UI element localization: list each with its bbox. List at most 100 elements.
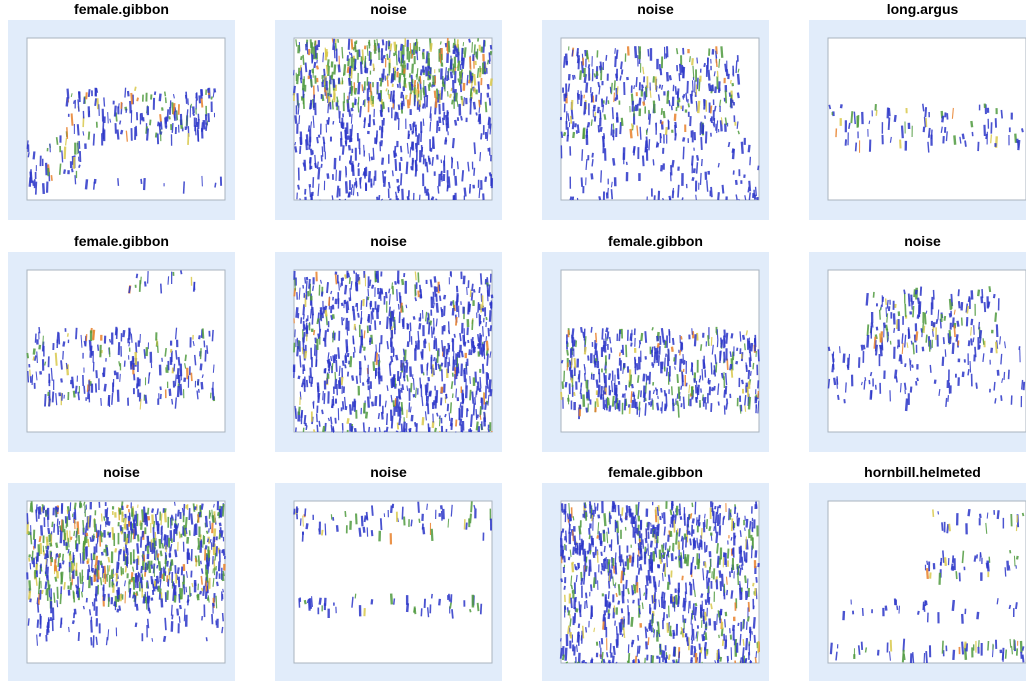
spectrogram-stroke: [164, 534, 165, 540]
spectrogram-stroke: [668, 550, 669, 556]
spectrogram-stroke: [711, 187, 712, 197]
spectrogram-stroke: [397, 68, 398, 71]
spectrogram-stroke: [923, 104, 924, 112]
spectrogram-stroke: [677, 401, 678, 406]
spectrogram-stroke: [490, 310, 491, 322]
spectrogram-stroke: [872, 323, 873, 328]
spectrogram-stroke: [370, 60, 371, 66]
spectrogram-stroke: [632, 585, 633, 595]
spectrogram-stroke: [666, 542, 667, 550]
spectrogram-stroke: [440, 296, 441, 301]
spectrogram-stroke: [157, 576, 158, 584]
spectrogram-stroke: [216, 571, 217, 579]
spectrogram-stroke: [175, 549, 176, 557]
spectrogram-stroke: [995, 312, 996, 321]
spectrogram-stroke: [210, 521, 211, 529]
spectrogram-stroke: [634, 85, 635, 89]
spectrogram-stroke: [450, 94, 451, 98]
spectrogram-stroke: [439, 285, 440, 292]
spectrogram-stroke: [616, 522, 617, 528]
spectrogram-stroke: [57, 553, 58, 557]
spectrogram-stroke: [561, 648, 562, 659]
spectrogram-stroke: [876, 110, 877, 116]
spectrogram-stroke: [141, 179, 142, 184]
spectrogram-stroke: [179, 532, 180, 539]
spectrogram-stroke: [749, 145, 750, 152]
spectrogram-stroke: [343, 361, 344, 366]
spectrogram-stroke: [750, 521, 751, 529]
spectrogram-stroke: [959, 301, 960, 308]
spectrogram-stroke: [386, 88, 387, 91]
spectrogram-stroke: [580, 545, 581, 554]
spectrogram-frame: [294, 501, 492, 663]
spectrogram-stroke: [309, 279, 310, 289]
spectrogram-stroke: [409, 429, 410, 432]
spectrogram-stroke: [995, 398, 996, 403]
spectrogram-stroke: [67, 97, 68, 106]
spectrogram-stroke: [342, 47, 343, 59]
spectrogram-stroke: [416, 341, 417, 349]
spectrogram-stroke: [69, 627, 70, 632]
spectrogram-stroke: [871, 390, 872, 399]
spectrogram-stroke: [120, 374, 121, 382]
spectrogram-stroke: [317, 66, 318, 70]
spectrogram-stroke: [34, 151, 35, 159]
spectrogram-stroke: [157, 521, 158, 534]
spectrogram-stroke: [366, 412, 367, 419]
spectrogram-stroke: [607, 652, 608, 657]
spectrogram-stroke: [29, 558, 30, 562]
spectrogram-stroke: [736, 60, 737, 73]
spectrogram-stroke: [40, 506, 41, 514]
spectrogram-stroke: [88, 569, 89, 580]
spectrogram-stroke: [664, 527, 665, 536]
spectrogram-stroke: [403, 349, 404, 356]
spectrogram-stroke: [474, 289, 475, 292]
spectrogram-stroke: [573, 516, 574, 520]
spectrogram-stroke: [672, 160, 673, 167]
spectrogram-stroke: [905, 335, 906, 348]
panel: noise: [275, 464, 502, 681]
spectrogram-stroke: [145, 563, 146, 572]
spectrogram-stroke: [659, 85, 660, 89]
spectrogram-stroke: [425, 96, 426, 108]
spectrogram-stroke: [45, 554, 46, 560]
spectrogram-stroke: [73, 620, 74, 623]
spectrogram-stroke: [167, 535, 168, 546]
spectrogram-stroke: [166, 545, 167, 552]
spectrogram-stroke: [625, 399, 626, 410]
spectrogram-stroke: [62, 150, 63, 162]
spectrogram-stroke: [186, 517, 187, 529]
spectrogram-stroke: [662, 328, 663, 335]
spectrogram-stroke: [137, 274, 138, 278]
spectrogram-stroke: [716, 532, 717, 543]
spectrogram-stroke: [738, 93, 739, 98]
spectrogram-stroke: [639, 402, 640, 411]
spectrogram-stroke: [631, 129, 632, 138]
spectrogram-stroke: [326, 51, 327, 56]
spectrogram-stroke: [474, 403, 475, 415]
spectrogram-stroke: [435, 286, 436, 296]
spectrogram-stroke: [78, 99, 79, 111]
spectrogram-stroke: [732, 369, 733, 377]
spectrogram-stroke: [351, 155, 352, 164]
spectrogram-stroke: [212, 330, 213, 341]
spectrogram-stroke: [107, 547, 108, 555]
spectrogram-stroke: [406, 95, 407, 99]
spectrogram-stroke: [334, 65, 335, 75]
spectrogram-stroke: [665, 390, 666, 396]
spectrogram-stroke: [980, 330, 981, 338]
spectrogram-stroke: [223, 549, 224, 556]
spectrogram-stroke: [590, 501, 591, 509]
spectrogram-stroke: [742, 557, 743, 566]
spectrogram-stroke: [690, 539, 691, 546]
spectrogram-stroke: [609, 373, 610, 380]
spectrogram-stroke: [387, 413, 388, 425]
spectrogram-stroke: [74, 101, 75, 104]
spectrogram-stroke: [372, 402, 373, 407]
spectrogram-stroke: [423, 103, 424, 108]
spectrogram-stroke: [652, 347, 653, 353]
spectrogram-stroke: [333, 396, 334, 406]
spectrogram-stroke: [197, 391, 198, 400]
spectrogram-stroke: [414, 80, 415, 87]
spectrogram-stroke: [901, 355, 902, 364]
